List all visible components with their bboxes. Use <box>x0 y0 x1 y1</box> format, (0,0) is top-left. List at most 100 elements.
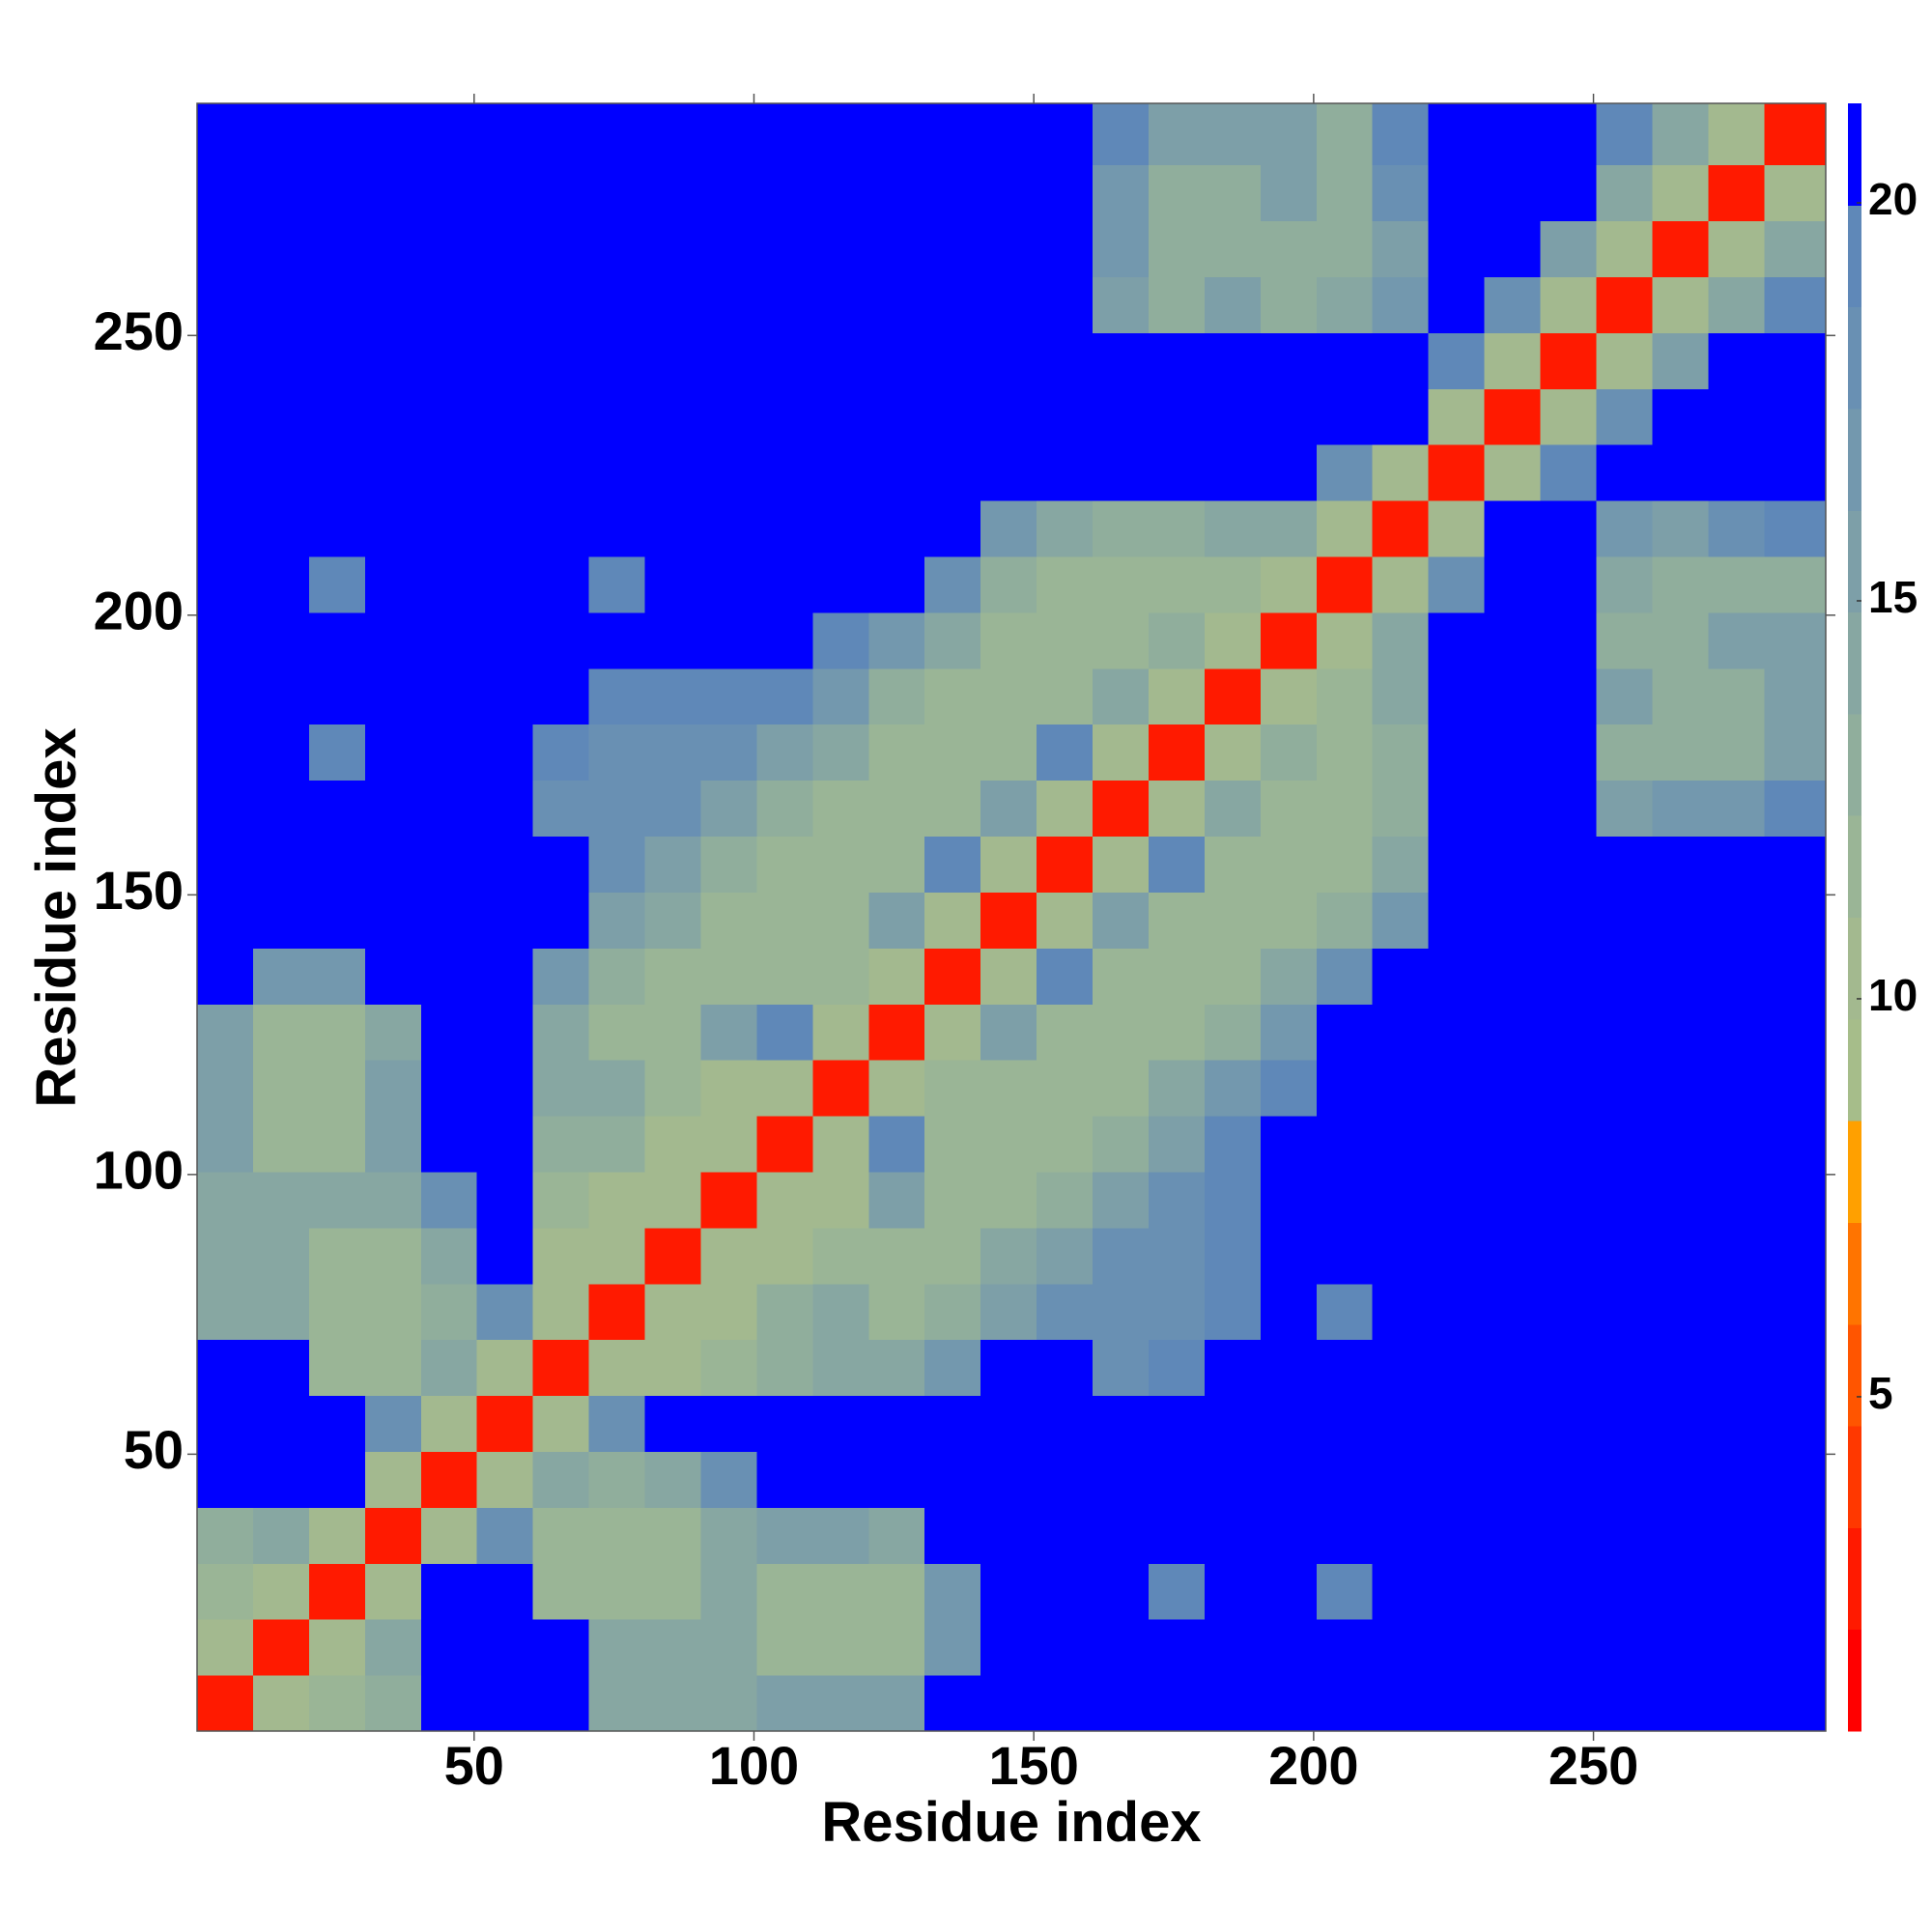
heatmap-cell <box>1372 892 1430 949</box>
heatmap-cell <box>420 948 478 1005</box>
y-axis-label: Residue index <box>25 727 88 1107</box>
heatmap-cell <box>308 1395 366 1452</box>
heatmap-cell <box>644 1507 701 1564</box>
heatmap-cell <box>197 164 254 222</box>
heatmap-cell <box>1316 1395 1374 1452</box>
heatmap-cell <box>756 164 813 222</box>
heatmap-cell <box>812 500 869 557</box>
heatmap-cell <box>644 724 701 781</box>
heatmap-cell <box>588 103 646 166</box>
heatmap-cell <box>980 103 1037 166</box>
heatmap-cell <box>532 668 590 725</box>
heatmap-cell <box>308 724 366 781</box>
heatmap-cell <box>1428 1004 1486 1061</box>
heatmap-cell <box>868 556 925 613</box>
heatmap-cell <box>1372 1619 1430 1676</box>
heatmap-cell <box>924 164 981 222</box>
heatmap-cell <box>868 444 925 501</box>
heatmap-cell <box>1652 1451 1709 1508</box>
heatmap-cell <box>1260 780 1318 838</box>
heatmap-cell <box>476 1227 534 1285</box>
heatmap-cell <box>700 220 757 278</box>
heatmap-cell <box>1093 836 1150 893</box>
heatmap-cell <box>588 611 646 669</box>
heatmap-cell <box>1260 1004 1318 1061</box>
heatmap-cell <box>700 1283 757 1341</box>
heatmap-cell <box>868 1339 925 1397</box>
heatmap-cell <box>700 1675 757 1732</box>
heatmap-cell <box>1652 892 1709 949</box>
heatmap-cell <box>644 1339 701 1397</box>
heatmap-cell <box>197 948 254 1005</box>
heatmap-cell <box>756 556 813 613</box>
heatmap-cell <box>924 276 981 333</box>
heatmap-cell <box>532 1171 590 1229</box>
heatmap-cell <box>980 164 1037 222</box>
heatmap-cell <box>1316 500 1374 557</box>
heatmap-cell <box>868 948 925 1005</box>
heatmap-cell <box>1428 1227 1486 1285</box>
heatmap-cell <box>812 1563 869 1620</box>
heatmap-cell <box>924 1675 981 1732</box>
heatmap-cell <box>308 1451 366 1508</box>
y-tick-label: 250 <box>94 300 184 361</box>
heatmap-cell <box>1260 892 1318 949</box>
heatmap-cell <box>1596 668 1653 725</box>
heatmap-cell <box>308 1060 366 1117</box>
heatmap-cell <box>812 1004 869 1061</box>
heatmap-cell <box>308 780 366 838</box>
heatmap-cell <box>1764 1004 1827 1061</box>
heatmap-cell <box>644 276 701 333</box>
heatmap-cell <box>644 892 701 949</box>
heatmap-cell <box>756 1227 813 1285</box>
heatmap-cell <box>1372 276 1430 333</box>
heatmap-cell <box>700 668 757 725</box>
heatmap-cell <box>924 1060 981 1117</box>
heatmap-cell <box>308 948 366 1005</box>
colorbar-tick-label: 15 <box>1868 572 1918 622</box>
heatmap-cell <box>1764 276 1827 333</box>
heatmap-cell <box>1372 1171 1430 1229</box>
heatmap-cell <box>420 276 478 333</box>
heatmap-cell <box>532 1451 590 1508</box>
heatmap-cell <box>1148 500 1206 557</box>
heatmap-cell <box>1260 1227 1318 1285</box>
heatmap-cell <box>1204 1619 1262 1676</box>
heatmap-cell <box>1652 611 1709 669</box>
heatmap-cell <box>532 1060 590 1117</box>
heatmap-cell <box>1204 1507 1262 1564</box>
heatmap-cell <box>644 1563 701 1620</box>
heatmap-cell <box>1652 836 1709 893</box>
heatmap-cell <box>308 103 366 166</box>
heatmap-cell <box>588 1116 646 1173</box>
heatmap-cell <box>1428 556 1486 613</box>
heatmap-cell <box>1540 1116 1597 1173</box>
heatmap-cell <box>1372 332 1430 389</box>
heatmap-cell <box>1596 1395 1653 1452</box>
heatmap-cell <box>868 500 925 557</box>
heatmap-cell <box>252 388 310 445</box>
heatmap-cell <box>924 1283 981 1341</box>
heatmap-cell <box>1708 611 1765 669</box>
heatmap-cell <box>812 780 869 838</box>
heatmap-cell <box>1596 332 1653 389</box>
heatmap-cell <box>197 500 254 557</box>
heatmap-cell <box>812 1395 869 1452</box>
heatmap-cell <box>1037 1283 1094 1341</box>
heatmap-cell <box>1428 1619 1486 1676</box>
heatmap-cell <box>644 103 701 166</box>
heatmap-cell <box>980 388 1037 445</box>
heatmap-cell <box>868 1507 925 1564</box>
heatmap-cell <box>1148 332 1206 389</box>
heatmap-cell <box>1372 500 1430 557</box>
heatmap-cell <box>588 388 646 445</box>
heatmap-cell <box>980 1395 1037 1452</box>
heatmap-cell <box>1093 1563 1150 1620</box>
heatmap-cell <box>532 780 590 838</box>
heatmap-cell <box>1652 668 1709 725</box>
heatmap-cell <box>644 1619 701 1676</box>
heatmap-cell <box>1204 948 1262 1005</box>
heatmap-cell <box>812 1060 869 1117</box>
x-axis-label: Residue index <box>821 1791 1201 1854</box>
